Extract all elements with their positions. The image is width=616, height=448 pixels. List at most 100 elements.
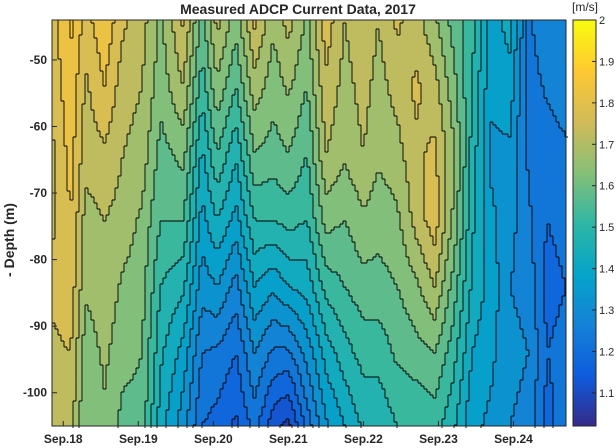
contour-cell [76,98,80,102]
contour-cell [160,29,164,33]
contour-cell [322,38,326,42]
contour-cell [478,38,482,42]
contour-cell [520,95,524,99]
contour-cell [346,32,350,36]
contour-cell [484,62,488,66]
contour-cell [193,47,197,51]
contour-cell [373,32,377,36]
contour-cell [226,98,230,102]
contour-cell [400,35,404,39]
contour-cell [163,38,167,42]
contour-cell [520,74,524,78]
contour-cell [220,44,224,48]
contour-cell [268,56,272,60]
contour-cell [181,26,185,30]
contour-cell [418,44,422,48]
contour-cell [469,95,473,99]
contour-cell [85,35,89,39]
contour-cell [544,92,548,96]
contour-cell [160,68,164,72]
contour-cell [385,86,389,90]
contour-cell [466,44,470,48]
contour-cell [499,71,503,75]
contour-cell [97,74,101,78]
contour-cell [496,98,500,102]
contour-cell [268,89,272,93]
contour-cell [373,35,377,39]
contour-cell [511,71,515,75]
contour-cell [124,56,128,60]
contour-cell [409,41,413,45]
contour-cell [505,89,509,93]
contour-cell [223,68,227,72]
contour-cell [61,107,65,111]
contour-cell [346,20,350,24]
contour-cell [346,86,350,90]
contour-cell [349,98,353,102]
contour-cell [562,77,566,81]
contour-cell [118,95,122,99]
contour-cell [364,41,368,45]
contour-cell [121,74,125,78]
contour-cell [268,65,272,69]
contour-cell [436,92,440,96]
contour-cell [76,44,80,48]
contour-cell [85,80,89,84]
contour-cell [535,50,539,54]
contour-cell [187,65,191,69]
contour-cell [490,47,494,51]
contour-cell [187,26,191,30]
contour-cell [286,80,290,84]
contour-cell [76,104,80,108]
contour-cell [370,56,374,60]
contour-cell [199,23,203,27]
contour-cell [337,62,341,66]
contour-cell [280,38,284,42]
contour-cell [61,92,65,96]
contour-cell [532,92,536,96]
contour-cell [52,56,56,60]
contour-cell [514,104,518,108]
contour-cell [478,104,482,108]
contour-cell [349,44,353,48]
contour-cell [322,95,326,99]
contour-cell [61,98,65,102]
contour-cell [388,41,392,45]
contour-cell [193,74,197,78]
contour-cell [79,71,83,75]
contour-cell [70,20,74,24]
contour-cell [88,101,92,105]
contour-cell [283,35,287,39]
contour-cell [85,83,89,87]
contour-cell [481,53,485,57]
contour-cell [325,98,329,102]
contour-cell [226,65,230,69]
contour-cell [103,98,107,102]
contour-cell [181,71,185,75]
contour-cell [307,35,311,39]
contour-cell [397,20,401,24]
contour-cell [514,98,518,102]
contour-cell [250,74,254,78]
contour-cell [475,104,479,108]
contour-cell [241,44,245,48]
contour-cell [295,56,299,60]
contour-cell [400,53,404,57]
contour-cell [91,74,95,78]
contour-cell [364,98,368,102]
contour-cell [337,68,341,72]
contour-cell [202,71,206,75]
contour-cell [106,29,110,33]
contour-cell [73,41,77,45]
contour-cell [439,20,443,24]
contour-cell [400,86,404,90]
contour-cell [217,50,221,54]
contour-cell [268,80,272,84]
contour-cell [400,92,404,96]
contour-cell [79,77,83,81]
contour-cell [217,92,221,96]
contour-cell [112,77,116,81]
contour-cell [295,26,299,30]
contour-cell [505,80,509,84]
contour-cell [298,95,302,99]
